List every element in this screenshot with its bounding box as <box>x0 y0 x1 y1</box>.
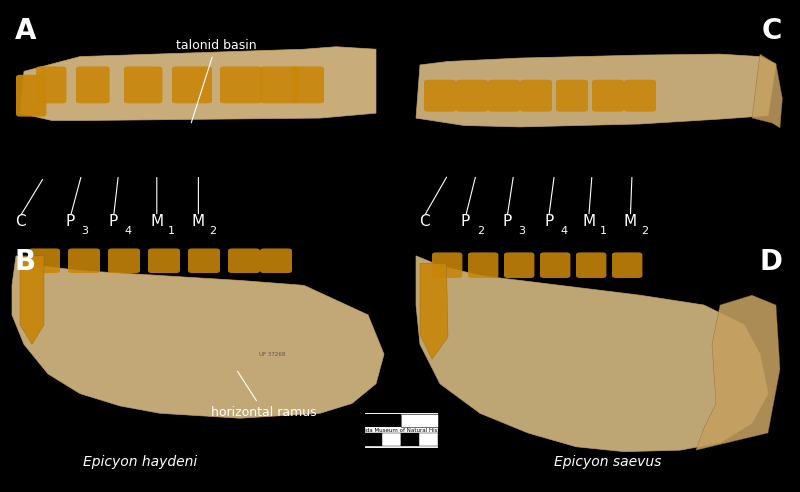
Text: M: M <box>582 214 595 229</box>
Text: D: D <box>759 248 782 277</box>
Text: 2: 2 <box>477 226 484 236</box>
FancyBboxPatch shape <box>148 248 180 273</box>
Text: M: M <box>624 214 637 229</box>
Polygon shape <box>696 295 780 450</box>
FancyBboxPatch shape <box>576 252 606 278</box>
FancyBboxPatch shape <box>36 66 66 103</box>
Bar <box>364 412 438 448</box>
Text: C: C <box>762 17 782 45</box>
FancyBboxPatch shape <box>260 248 292 273</box>
Bar <box>401 433 419 446</box>
FancyBboxPatch shape <box>488 80 520 112</box>
Text: P: P <box>544 214 554 229</box>
FancyBboxPatch shape <box>612 252 642 278</box>
Text: 2: 2 <box>642 226 649 236</box>
Text: UF 37268: UF 37268 <box>259 352 285 357</box>
Text: horizontal ramus: horizontal ramus <box>211 371 317 419</box>
Text: 1: 1 <box>600 226 607 236</box>
FancyBboxPatch shape <box>556 80 588 112</box>
FancyBboxPatch shape <box>228 248 260 273</box>
Text: C: C <box>418 214 430 229</box>
Text: Epicyon saevus: Epicyon saevus <box>554 456 662 469</box>
Text: M: M <box>150 214 163 229</box>
Text: A: A <box>14 17 36 45</box>
Bar <box>401 414 438 427</box>
Text: talonid basin: talonid basin <box>176 39 256 123</box>
FancyBboxPatch shape <box>260 66 298 103</box>
FancyBboxPatch shape <box>16 75 46 117</box>
Text: 2 inches: 2 inches <box>441 417 470 424</box>
Polygon shape <box>416 54 776 127</box>
Text: 1: 1 <box>168 226 175 236</box>
Polygon shape <box>20 47 376 121</box>
Text: M: M <box>192 214 205 229</box>
Text: C: C <box>14 214 26 229</box>
Text: 4: 4 <box>125 226 132 236</box>
FancyBboxPatch shape <box>424 80 456 112</box>
Polygon shape <box>20 256 44 344</box>
Text: P: P <box>461 214 470 229</box>
Text: B: B <box>14 248 35 277</box>
Bar <box>364 414 401 427</box>
Polygon shape <box>416 256 768 452</box>
FancyBboxPatch shape <box>504 252 534 278</box>
Bar <box>382 433 401 446</box>
Text: 2: 2 <box>210 226 217 236</box>
FancyBboxPatch shape <box>172 66 212 103</box>
Polygon shape <box>420 263 448 359</box>
FancyBboxPatch shape <box>432 252 462 278</box>
Text: Epicyon haydeni: Epicyon haydeni <box>83 456 197 469</box>
Polygon shape <box>752 54 782 128</box>
FancyBboxPatch shape <box>456 80 488 112</box>
FancyBboxPatch shape <box>76 66 110 103</box>
FancyBboxPatch shape <box>468 252 498 278</box>
FancyBboxPatch shape <box>124 66 162 103</box>
FancyBboxPatch shape <box>28 248 60 273</box>
Text: 5 cm: 5 cm <box>441 436 458 443</box>
FancyBboxPatch shape <box>108 248 140 273</box>
Text: P: P <box>502 214 512 229</box>
FancyBboxPatch shape <box>68 248 100 273</box>
FancyBboxPatch shape <box>520 80 552 112</box>
Bar <box>364 433 382 446</box>
Bar <box>419 433 438 446</box>
Text: P: P <box>66 214 75 229</box>
Text: 3: 3 <box>518 226 526 236</box>
FancyBboxPatch shape <box>540 252 570 278</box>
FancyBboxPatch shape <box>188 248 220 273</box>
Text: Florida Museum of Natural History: Florida Museum of Natural History <box>354 428 448 432</box>
FancyBboxPatch shape <box>592 80 624 112</box>
Text: P: P <box>109 214 118 229</box>
FancyBboxPatch shape <box>292 66 324 103</box>
Text: 3: 3 <box>82 226 89 236</box>
Text: 4: 4 <box>560 226 567 236</box>
Polygon shape <box>12 256 384 418</box>
FancyBboxPatch shape <box>220 66 262 103</box>
FancyBboxPatch shape <box>624 80 656 112</box>
